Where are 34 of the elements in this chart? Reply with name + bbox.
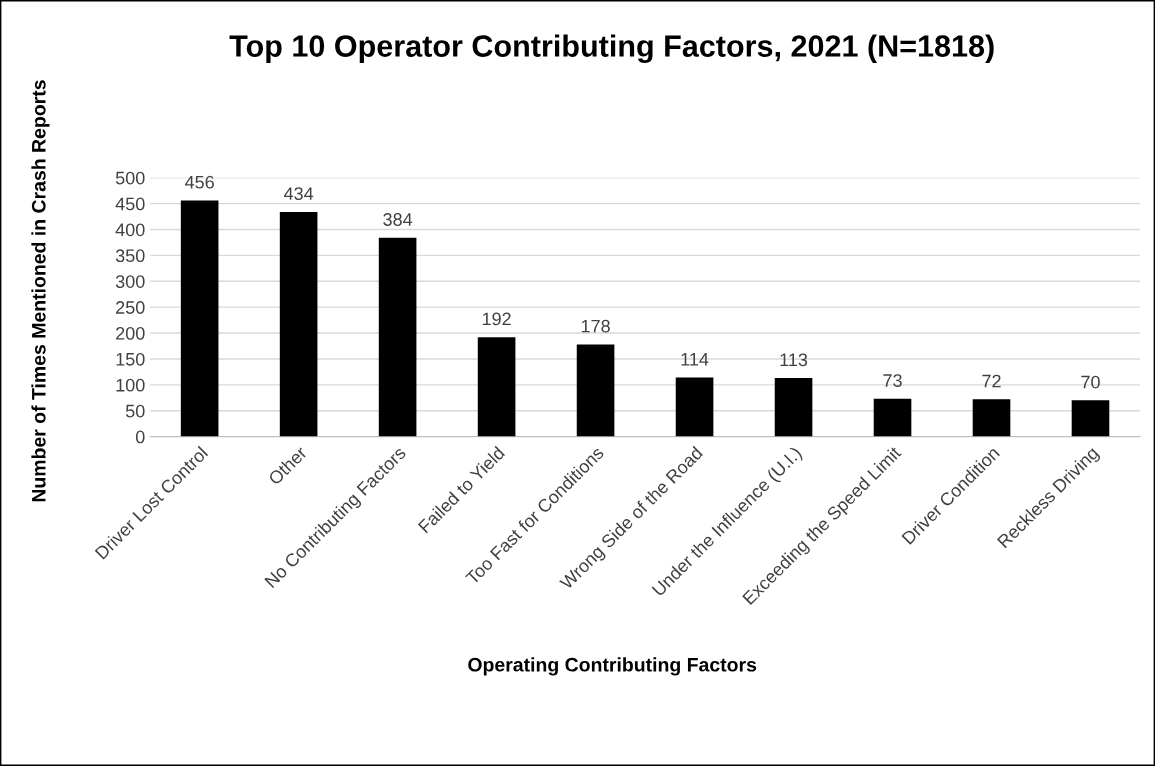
bar [576,344,615,437]
data-label: 192 [482,312,511,326]
y-tick-label: 450 [115,197,145,211]
y-tick-label: 150 [116,352,145,366]
bar [972,399,1011,437]
data-label: 72 [982,374,1001,388]
data-label: 114 [681,353,709,366]
y-tick-label: 50 [125,404,145,418]
chart-title: Top 10 Operator Contributing Factors, 2021 (N=1818) [229,34,994,64]
y-tick-label: 400 [115,223,145,237]
bar [378,237,417,437]
data-label: 113 [780,353,808,367]
data-label: 73 [883,374,902,387]
data-label: 70 [1081,375,1100,389]
bar [873,398,912,437]
y-tick-label: 200 [116,326,145,340]
bar [279,211,318,437]
y-tick-label: 300 [115,275,145,288]
y-axis-title: Number of Times Mentioned in Crash Reports [31,80,50,502]
y-tick-label: 350 [115,249,145,263]
data-label: 384 [383,213,413,226]
bar [675,377,714,437]
bar [477,337,516,437]
y-tick-label: 250 [116,301,145,314]
data-label: 178 [581,319,610,333]
bar [774,378,813,437]
y-tick-label: 100 [116,378,145,392]
bar [180,200,219,437]
y-tick-label: 0 [135,430,145,444]
y-tick-label: 500 [115,171,145,185]
data-label: 456 [185,175,214,189]
bar [1071,400,1110,437]
data-label: 434 [283,187,314,200]
x-axis-title: Operating Contributing Factors [468,657,757,676]
